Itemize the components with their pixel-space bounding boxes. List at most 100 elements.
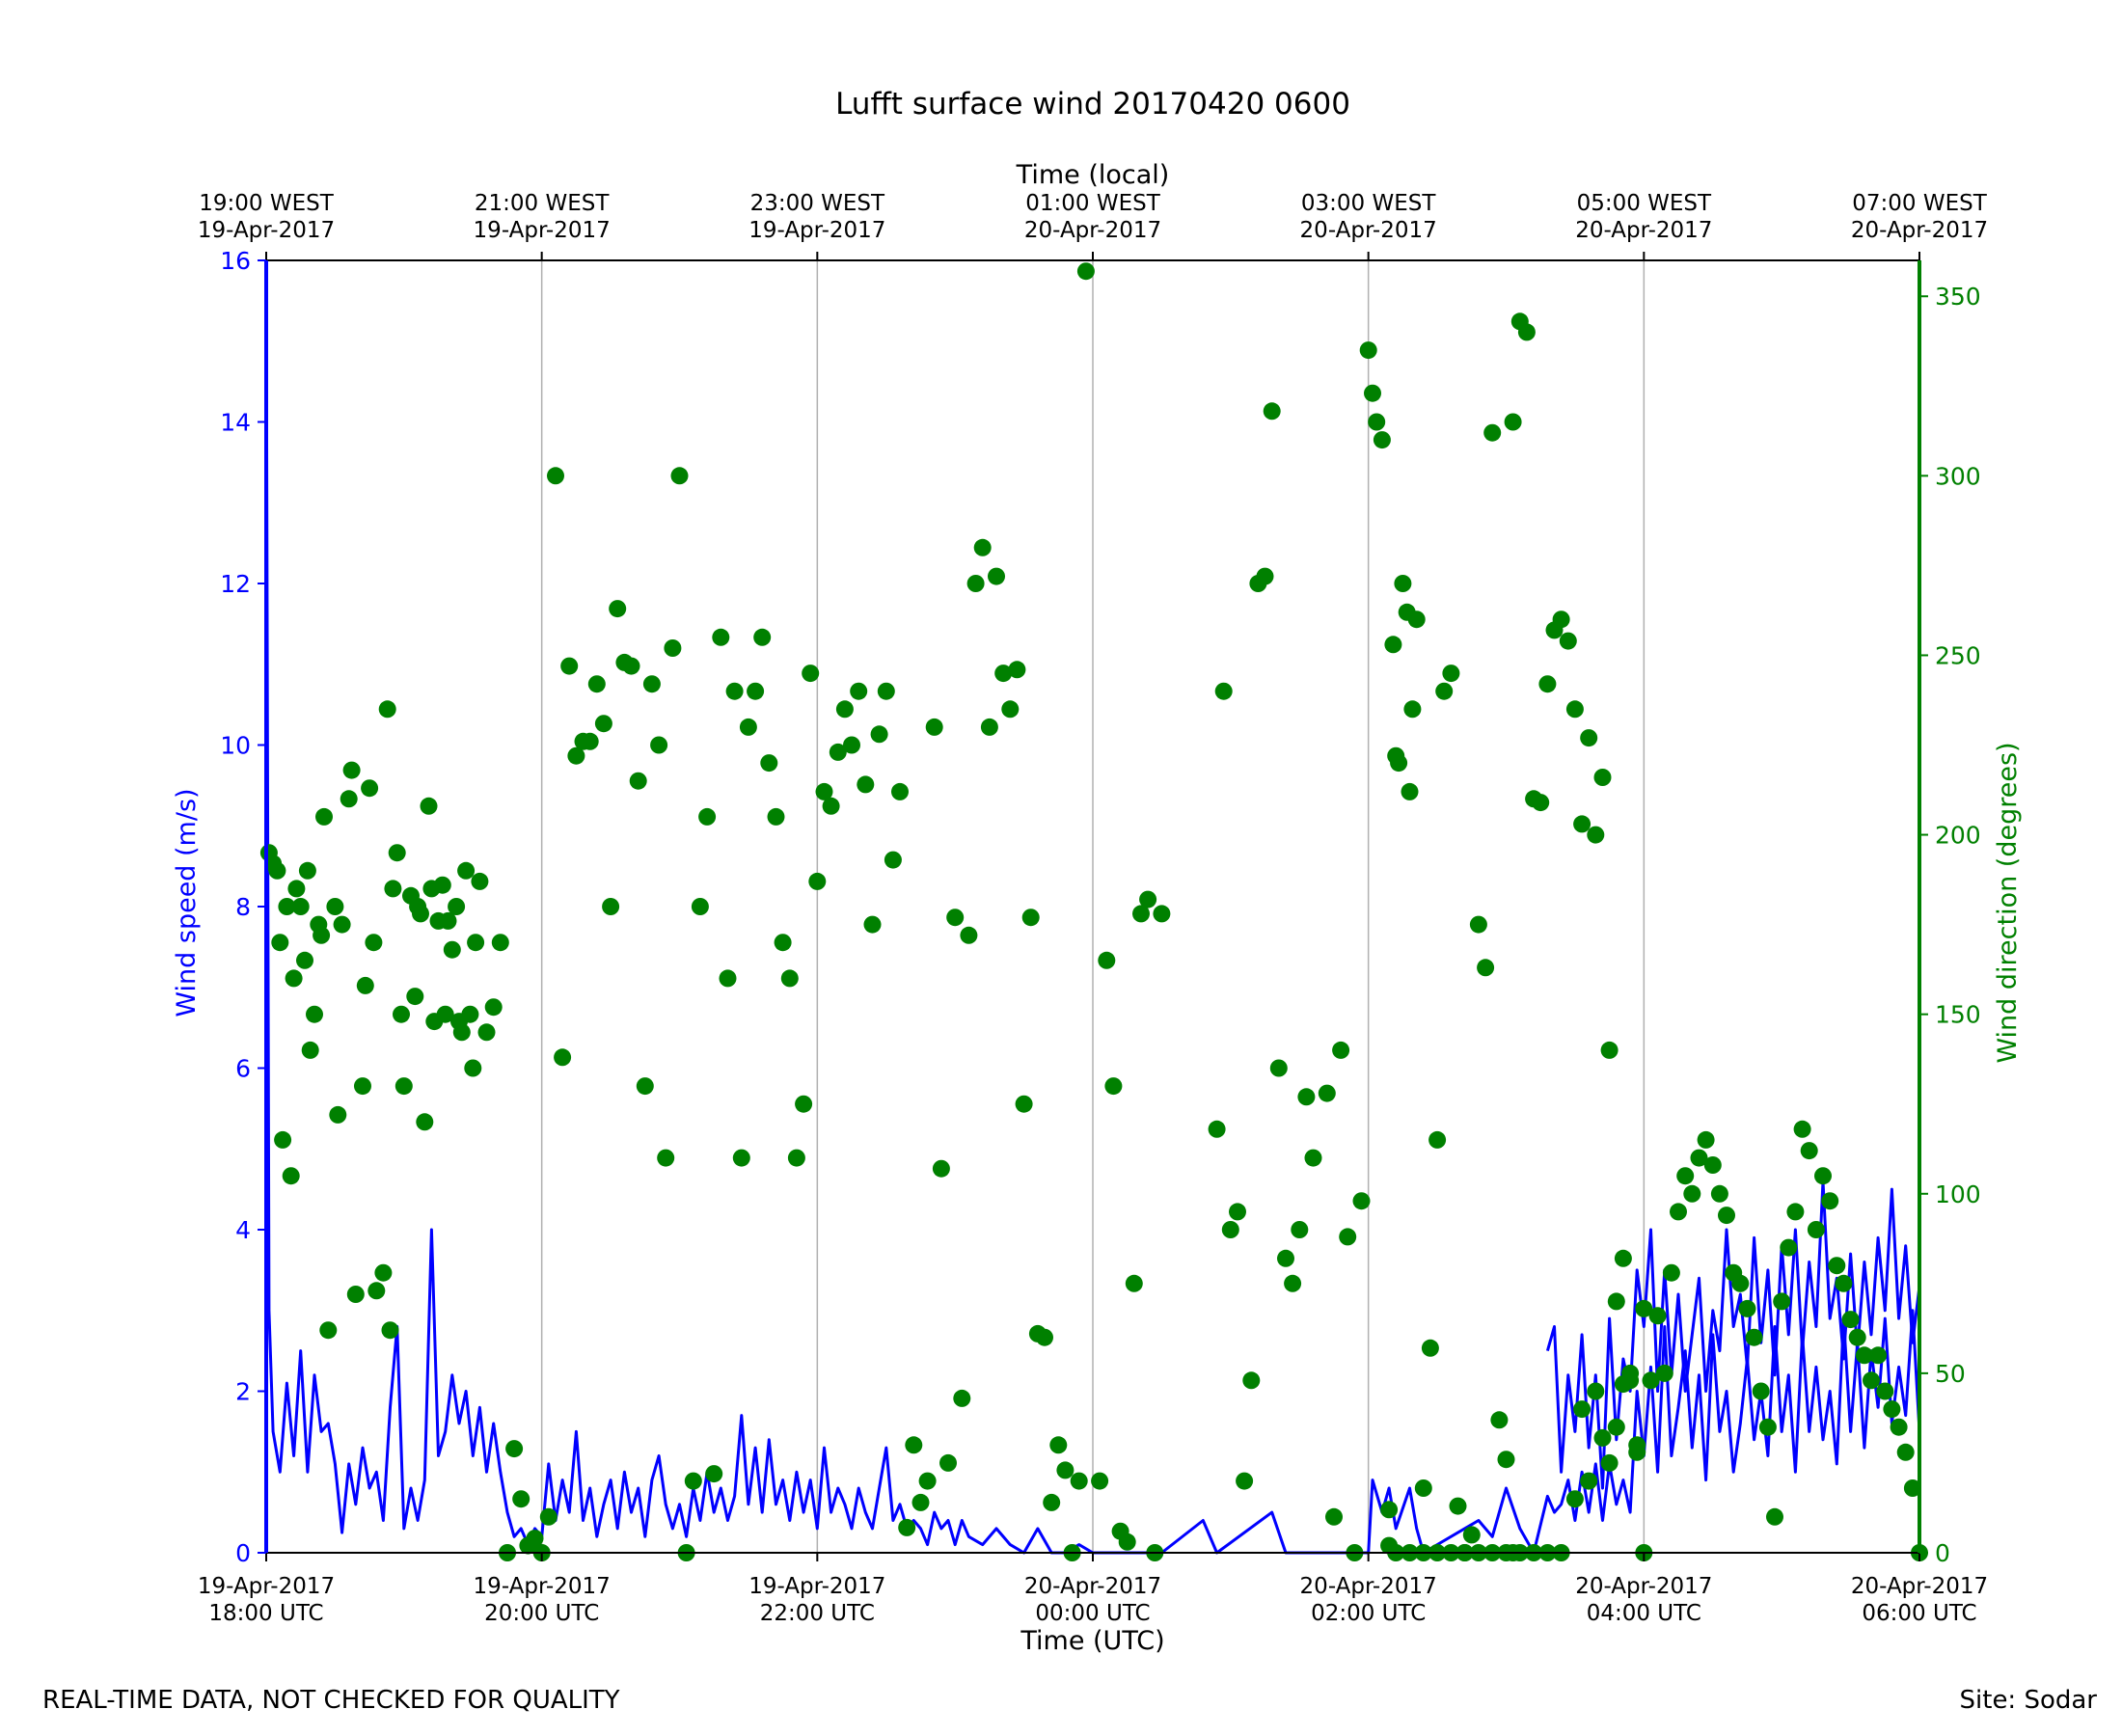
y-tick-label: 6 (235, 1055, 251, 1083)
direction-point (278, 898, 296, 915)
direction-point (1091, 1472, 1109, 1490)
direction-point (452, 1023, 471, 1042)
top-tick-label: 20-Apr-2017 (1575, 218, 1712, 243)
direction-point (388, 844, 406, 862)
direction-point (884, 851, 902, 869)
direction-point (1352, 1192, 1371, 1210)
direction-point (567, 746, 585, 765)
direction-point (1490, 1411, 1509, 1429)
direction-point (1403, 700, 1422, 719)
direction-point (1008, 661, 1026, 679)
direction-point (471, 872, 489, 890)
direction-point (1469, 915, 1487, 934)
top-tick-label: 20-Apr-2017 (1300, 218, 1437, 243)
y-tick-label: 16 (220, 247, 251, 275)
direction-point (1565, 700, 1584, 719)
top-tick-label: 07:00 WEST (1852, 191, 1987, 216)
direction-point (1559, 632, 1577, 650)
direction-point (1573, 815, 1592, 833)
direction-point (1214, 682, 1233, 700)
y-right-tick-label: 50 (1935, 1360, 1966, 1388)
direction-point (1593, 1428, 1612, 1447)
direction-point (1600, 1041, 1619, 1059)
direction-point (815, 782, 833, 800)
top-tick-label: 20-Apr-2017 (1851, 218, 1988, 243)
direction-point (1284, 1274, 1302, 1292)
y-tick-label: 10 (220, 732, 251, 760)
direction-point (1242, 1371, 1261, 1390)
direction-point (384, 880, 402, 898)
direction-point (1229, 1203, 1246, 1221)
direction-point (306, 1005, 323, 1023)
direction-point (925, 718, 943, 736)
direction-point (1421, 1339, 1439, 1357)
direction-point (609, 600, 627, 618)
y-tick-label: 12 (220, 570, 251, 598)
top-tick-label: 03:00 WEST (1301, 191, 1436, 216)
direction-point (346, 1286, 365, 1303)
x-tick-label: 00:00 UTC (1035, 1601, 1150, 1626)
direction-point (932, 1159, 950, 1178)
direction-point (1449, 1497, 1467, 1515)
direction-point (1390, 754, 1408, 773)
direction-point (1745, 1328, 1763, 1346)
direction-point (1848, 1328, 1866, 1346)
y-right-tick-label: 300 (1935, 462, 1981, 490)
direction-series (259, 262, 1928, 1561)
direction-point (1648, 1307, 1667, 1325)
direction-point (670, 467, 689, 485)
direction-point (1635, 1299, 1653, 1317)
direction-point (1277, 1249, 1294, 1267)
direction-point (960, 926, 978, 944)
direction-point (340, 790, 358, 808)
y-right-tick-label: 350 (1935, 283, 1981, 311)
direction-point (780, 969, 799, 988)
direction-point (1841, 1311, 1860, 1329)
direction-point (439, 911, 457, 930)
direction-point (719, 969, 737, 988)
direction-point (622, 657, 640, 675)
y-tick-label: 4 (235, 1216, 251, 1244)
direction-point (1332, 1041, 1350, 1059)
x-tick-label: 02:00 UTC (1311, 1601, 1426, 1626)
site-label: Site: Sodar (1959, 1686, 2097, 1715)
direction-point (1538, 675, 1557, 693)
axes (258, 252, 1928, 1561)
direction-point (1269, 1059, 1288, 1077)
direction-point (1683, 1184, 1701, 1203)
direction-point (412, 905, 429, 923)
direction-point (274, 1130, 292, 1149)
direction-point (581, 732, 599, 750)
y-right-tick-label: 0 (1935, 1539, 1950, 1567)
direction-point (1614, 1249, 1632, 1267)
top-axis-label: Time (local) (1016, 160, 1170, 190)
direction-point (443, 940, 461, 959)
direction-point (1504, 413, 1522, 431)
y-tick-label: 14 (220, 409, 251, 437)
direction-point (1593, 769, 1612, 786)
direction-point (1821, 1192, 1839, 1210)
direction-point (315, 807, 333, 826)
direction-point (1125, 1274, 1143, 1292)
direction-point (1587, 1382, 1605, 1400)
direction-point (918, 1472, 937, 1490)
direction-point (1580, 1472, 1598, 1490)
direction-point (1364, 384, 1381, 402)
direction-point (1855, 1346, 1873, 1365)
direction-point (1580, 729, 1598, 747)
chart-title: Lufft surface wind 20170420 0600 (835, 87, 1350, 122)
direction-point (870, 725, 888, 744)
direction-point (1876, 1382, 1894, 1400)
direction-point (1263, 402, 1281, 420)
direction-point (725, 682, 744, 700)
direction-point (461, 1005, 479, 1023)
direction-point (911, 1493, 930, 1511)
direction-point (285, 969, 303, 988)
direction-point (378, 700, 396, 719)
direction-point (1807, 1221, 1825, 1238)
direction-point (1773, 1292, 1791, 1311)
direction-point (1373, 431, 1391, 449)
direction-point (301, 1041, 319, 1059)
direction-point (1256, 567, 1274, 585)
